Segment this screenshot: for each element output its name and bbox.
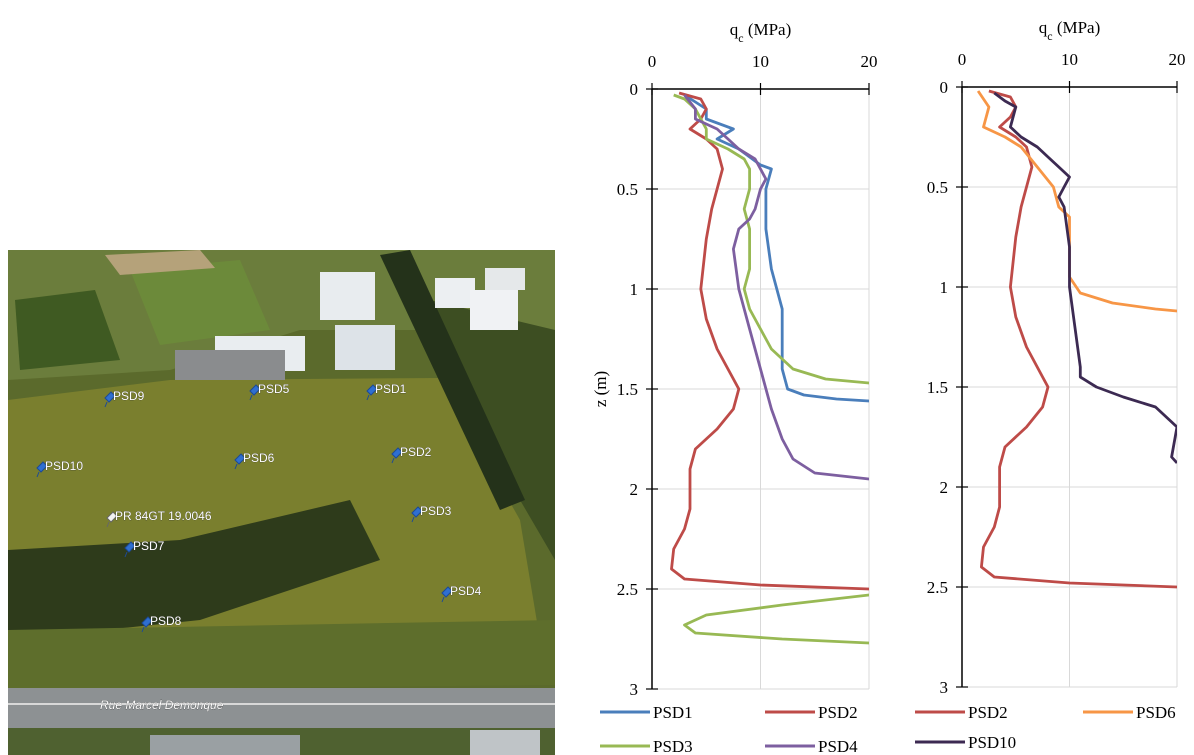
x-tick-label: 20	[1169, 50, 1186, 69]
street-label: Rue Marcel Demonque	[100, 698, 224, 712]
marker-pin	[249, 384, 261, 401]
chart: 0 0.5 1 1.5 2 2.5 3 0 10 20 qc (MPa) PSD2 PSD6 PSD10	[915, 18, 1186, 752]
legend-label: PSD10	[968, 733, 1016, 752]
marker-pin	[441, 586, 453, 603]
chart: 0 0.5 1 1.5 2 2.5 3 0 10 20 qc (MPa) z (m) PSD1 PSD2 P…	[591, 20, 878, 755]
marker-label: PSD9	[113, 389, 145, 403]
x-tick-label: 0	[648, 52, 657, 71]
y-tick-label: 1.5	[927, 378, 948, 397]
y-tick-label: 0.5	[927, 178, 948, 197]
y-tick-label: 3	[940, 678, 949, 697]
marker-pin	[141, 616, 153, 633]
marker-label: PSD5	[258, 382, 290, 396]
marker-pin	[366, 384, 378, 401]
marker-pin	[234, 453, 246, 470]
marker-label: PSD6	[243, 451, 275, 465]
legend-label: PSD4	[818, 737, 858, 755]
x-tick-label: 10	[1061, 50, 1078, 69]
x-tick-label: 20	[861, 52, 878, 71]
marker-label: PSD8	[150, 614, 182, 628]
x-axis-label: qc (MPa)	[730, 20, 792, 45]
x-tick-label: 0	[958, 50, 967, 69]
y-tick-label: 2.5	[617, 580, 638, 599]
legend-label: PSD2	[818, 703, 858, 722]
marker-label: PSD3	[420, 504, 452, 518]
series-group	[670, 91, 869, 645]
y-tick-label: 2.5	[927, 578, 948, 597]
y-tick-label: 3	[630, 680, 639, 699]
marker-pin	[106, 511, 118, 528]
y-tick-label: 2	[630, 480, 639, 499]
x-axis-label-part: c	[1047, 29, 1052, 43]
marker-label: PSD7	[133, 539, 165, 553]
marker-label: PSD1	[375, 382, 407, 396]
data-line	[683, 93, 869, 403]
marker-pin	[411, 506, 423, 523]
y-tick-label: 1	[940, 278, 949, 297]
marker-pin	[391, 447, 403, 464]
y-tick-label: 0.5	[617, 180, 638, 199]
marker-pin	[36, 461, 48, 478]
data-line	[993, 91, 1177, 464]
aerial-photo: Rue Marcel Demonque PSD9 PSD5 PSD1 PSD10 PSD…	[8, 250, 555, 755]
data-line	[673, 93, 869, 645]
legend-label: PSD6	[1136, 703, 1176, 722]
y-axis-label: z (m)	[591, 371, 610, 407]
marker-label: PSD10	[45, 459, 83, 473]
y-tick-label: 1.5	[617, 380, 638, 399]
y-tick-label: 0	[940, 78, 949, 97]
x-axis-label-part: q	[1039, 18, 1048, 37]
x-axis-label-part: q	[730, 20, 739, 39]
marker-label: PSD2	[400, 445, 432, 459]
marker-label: PR 84GT 19.0046	[115, 509, 212, 523]
marker-pin	[104, 391, 116, 408]
legend-label: PSD1	[653, 703, 693, 722]
y-tick-label: 0	[630, 80, 639, 99]
data-line	[683, 94, 869, 481]
data-line	[670, 91, 869, 591]
x-axis-label-part: (MPa)	[1053, 18, 1101, 37]
data-line	[980, 89, 1177, 589]
marker-label: PSD4	[450, 584, 482, 598]
x-axis-label: qc (MPa)	[1039, 18, 1101, 43]
legend-label: PSD2	[968, 703, 1008, 722]
series-group	[976, 89, 1177, 589]
x-axis-label-part: c	[738, 31, 743, 45]
x-tick-label: 10	[752, 52, 769, 71]
x-axis-label-part: (MPa)	[744, 20, 792, 39]
legend-label: PSD3	[653, 737, 693, 755]
y-tick-label: 2	[940, 478, 949, 497]
y-tick-label: 1	[630, 280, 639, 299]
marker-pin	[124, 541, 136, 558]
